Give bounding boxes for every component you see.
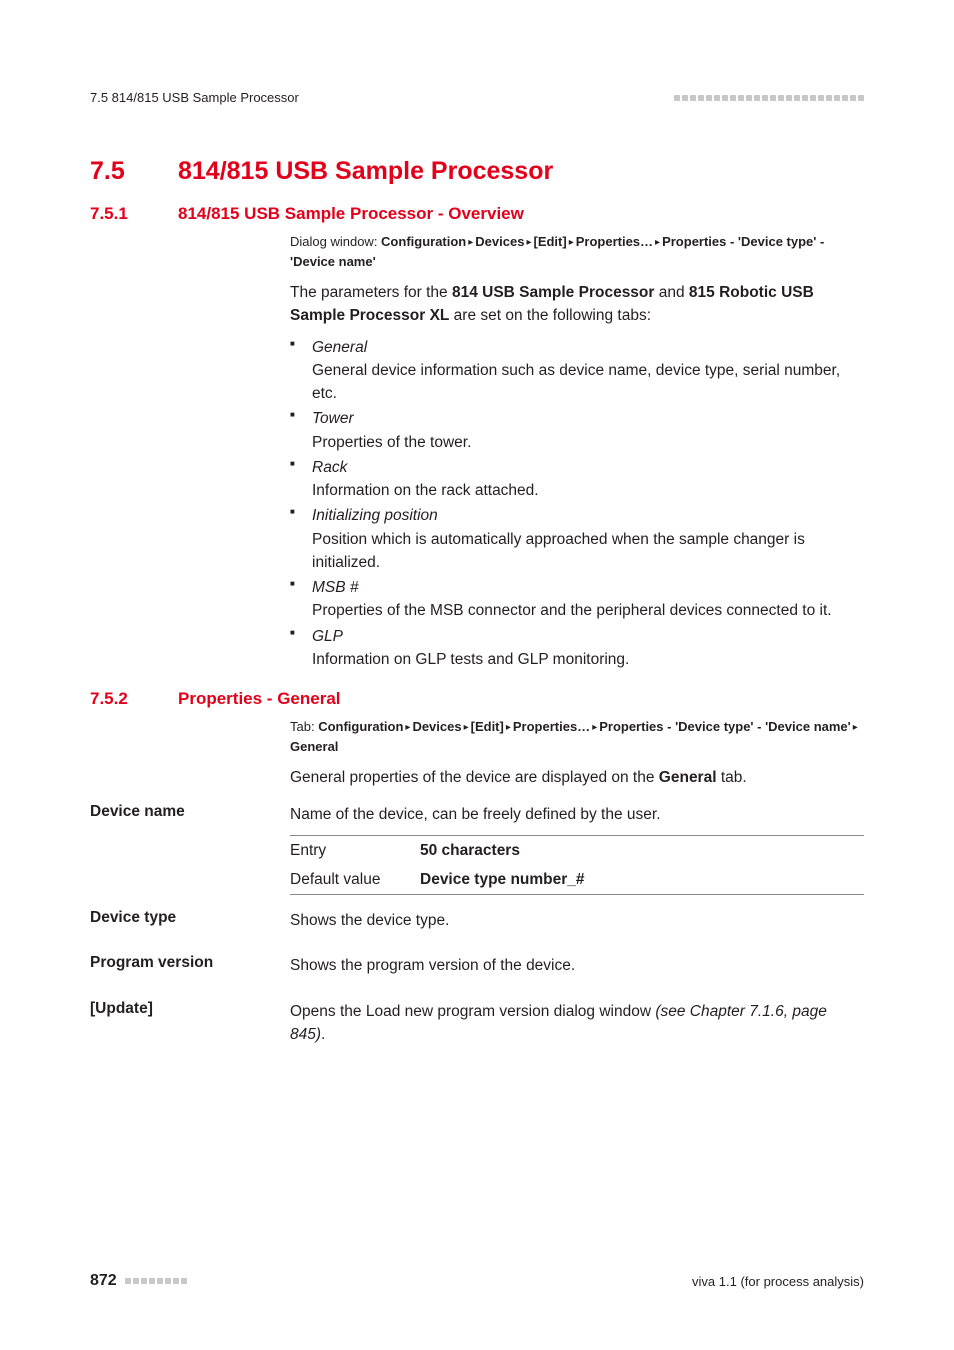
field-device-type-desc: Shows the device type. — [290, 909, 864, 932]
tab-list-item: General General device information such a… — [290, 336, 864, 406]
update-mid: dialog window — [549, 1003, 655, 1020]
footer-left: 872 — [90, 1272, 187, 1290]
field-device-name-desc: Name of the device, can be freely define… — [290, 803, 864, 826]
page-footer: 872 viva 1.1 (for process analysis) — [90, 1272, 864, 1290]
breadcrumb-separator-icon: ▸ — [462, 720, 471, 735]
footer-ornament-dots — [125, 1278, 187, 1284]
bullet-head: MSB # — [312, 579, 359, 596]
breadcrumb-separator-icon: ▸ — [567, 235, 576, 250]
subsection-2-number: 7.5.2 — [90, 689, 178, 709]
spec-value: Device type number_# — [420, 865, 864, 895]
section-number: 7.5 — [90, 157, 178, 186]
breadcrumb-segment: General — [290, 739, 338, 754]
table-row: Default valueDevice type number_# — [290, 865, 864, 895]
intro-text-1: The parameters for the — [290, 284, 452, 301]
breadcrumb-segment: Devices — [475, 234, 524, 249]
general-intro-bold: General — [659, 769, 717, 786]
page-number: 872 — [90, 1272, 117, 1290]
general-intro-post: tab. — [717, 769, 747, 786]
bullet-head: General — [312, 339, 367, 356]
intro-bold-1: 814 USB Sample Processor — [452, 284, 654, 301]
tab-list-item: Tower Properties of the tower. — [290, 407, 864, 454]
intro-paragraph: The parameters for the 814 USB Sample Pr… — [290, 281, 864, 328]
tab-list-item: GLP Information on GLP tests and GLP moni… — [290, 625, 864, 672]
running-head: 7.5 814/815 USB Sample Processor — [90, 90, 299, 105]
table-row: Entry50 characters — [290, 835, 864, 865]
tab-breadcrumb: Tab: Configuration ▸ Devices ▸ [Edit] ▸ … — [290, 717, 864, 756]
breadcrumb-separator-icon: ▸ — [504, 720, 513, 735]
intro-text-3: are set on the following tabs: — [449, 307, 651, 324]
section-title: 814/815 USB Sample Processor — [178, 157, 553, 186]
breadcrumb-separator-icon: ▸ — [851, 720, 860, 735]
breadcrumb-segment: Properties… — [576, 234, 653, 249]
dialog-window-breadcrumb: Dialog window: Configuration ▸ Devices ▸… — [290, 232, 864, 271]
field-device-name: Device name Name of the device, can be f… — [90, 803, 864, 895]
bullet-body: Information on the rack attached. — [312, 479, 864, 502]
tab-list: General General device information such a… — [290, 336, 864, 672]
field-update-label: [Update] — [90, 1000, 290, 1055]
tab-label: Tab: — [290, 719, 318, 734]
bullet-head: Initializing position — [312, 507, 438, 524]
subsection-2-title: Properties - General — [178, 689, 341, 709]
subsection-1-body: Dialog window: Configuration ▸ Devices ▸… — [290, 232, 864, 671]
field-device-type-label: Device type — [90, 909, 290, 940]
breadcrumb-separator-icon: ▸ — [466, 235, 475, 250]
bullet-body: Properties of the tower. — [312, 431, 864, 454]
update-bold: Load new program version — [366, 1003, 550, 1020]
bullet-head: Rack — [312, 459, 347, 476]
page-header: 7.5 814/815 USB Sample Processor — [90, 90, 864, 105]
breadcrumb-separator-icon: ▸ — [590, 720, 599, 735]
breadcrumb-segment: Configuration — [318, 719, 403, 734]
field-update: [Update] Opens the Load new program vers… — [90, 1000, 864, 1055]
update-post: . — [321, 1026, 325, 1043]
subsection-2-heading: 7.5.2 Properties - General — [90, 689, 864, 709]
general-intro: General properties of the device are dis… — [290, 766, 864, 789]
field-program-version-label: Program version — [90, 954, 290, 985]
spec-value: 50 characters — [420, 835, 864, 865]
field-device-name-label: Device name — [90, 803, 290, 895]
spec-key: Entry — [290, 835, 420, 865]
header-ornament-dots — [674, 95, 864, 101]
breadcrumb-segment: Properties… — [513, 719, 590, 734]
bullet-body: Information on GLP tests and GLP monitor… — [312, 648, 864, 671]
update-pre: Opens the — [290, 1003, 366, 1020]
breadcrumb-separator-icon: ▸ — [653, 235, 662, 250]
breadcrumb-segment: [Edit] — [471, 719, 504, 734]
footer-right: viva 1.1 (for process analysis) — [692, 1274, 864, 1289]
bullet-head: Tower — [312, 410, 354, 427]
subsection-1-heading: 7.5.1 814/815 USB Sample Processor - Ove… — [90, 204, 864, 224]
device-name-spec-table: Entry50 charactersDefault valueDevice ty… — [290, 835, 864, 896]
breadcrumb-segment: Properties - 'Device type' - 'Device nam… — [599, 719, 851, 734]
bullet-body: General device information such as devic… — [312, 359, 864, 406]
tab-list-item: Rack Information on the rack attached. — [290, 456, 864, 503]
spec-key: Default value — [290, 865, 420, 895]
breadcrumb-segment: Devices — [412, 719, 461, 734]
bullet-head: GLP — [312, 628, 343, 645]
tab-list-item: MSB # Properties of the MSB connector and… — [290, 576, 864, 623]
field-program-version: Program version Shows the program versio… — [90, 954, 864, 985]
section-heading: 7.5 814/815 USB Sample Processor — [90, 157, 864, 186]
subsection-1-number: 7.5.1 — [90, 204, 178, 224]
intro-text-2: and — [654, 284, 688, 301]
breadcrumb-segment: Configuration — [381, 234, 466, 249]
subsection-2-body: Tab: Configuration ▸ Devices ▸ [Edit] ▸ … — [290, 717, 864, 789]
dialog-label: Dialog window: — [290, 234, 381, 249]
field-program-version-desc: Shows the program version of the device. — [290, 954, 864, 977]
subsection-1-title: 814/815 USB Sample Processor - Overview — [178, 204, 524, 224]
tab-list-item: Initializing position Position which is a… — [290, 504, 864, 574]
bullet-body: Properties of the MSB connector and the … — [312, 599, 864, 622]
field-device-type: Device type Shows the device type. — [90, 909, 864, 940]
general-intro-pre: General properties of the device are dis… — [290, 769, 659, 786]
bullet-body: Position which is automatically approach… — [312, 528, 864, 575]
breadcrumb-segment: [Edit] — [533, 234, 566, 249]
field-update-desc: Opens the Load new program version dialo… — [290, 1000, 864, 1047]
